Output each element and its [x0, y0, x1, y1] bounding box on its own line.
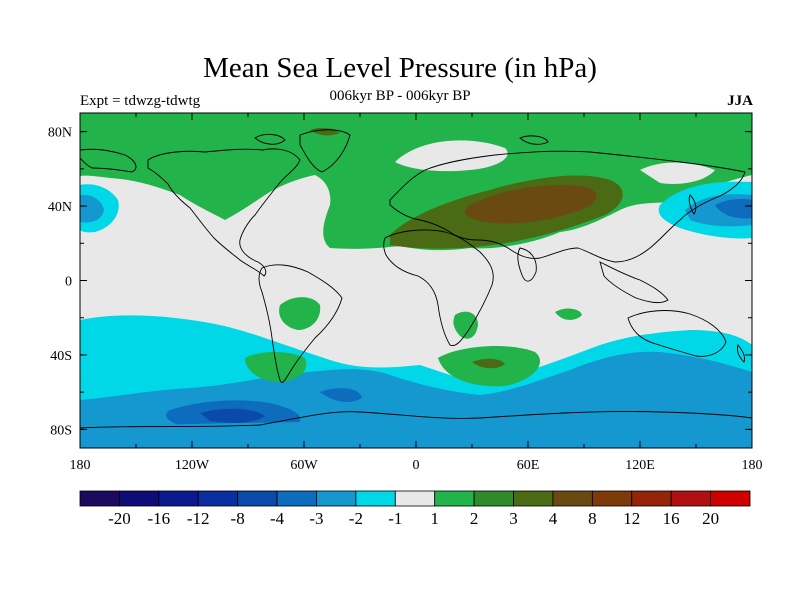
plot-title: Mean Sea Level Pressure (in hPa) [203, 52, 597, 84]
map-field [80, 113, 752, 448]
coast-alaska [80, 148, 137, 173]
coast-eurasia [389, 150, 746, 263]
colorbar-label: -20 [108, 509, 131, 528]
coast-india [517, 247, 537, 282]
east-siberia-gap [640, 162, 715, 184]
colorbar-label: 3 [509, 509, 518, 528]
central-asia-strong-region [465, 184, 597, 224]
x-tick-label: 180 [742, 458, 763, 473]
colorbar-label: 16 [663, 509, 680, 528]
colorbar-swatch [158, 490, 199, 507]
y-tick-label: 40S [50, 349, 72, 364]
colorbar-swatch [631, 490, 672, 507]
x-tick-label: 0 [413, 458, 420, 473]
experiment-label: Expt = tdwzg-tdwtg [80, 93, 201, 109]
colorbar-label: 2 [470, 509, 479, 528]
y-tick-label: 80N [48, 126, 72, 141]
patagonia-positive [245, 352, 307, 382]
south-america-positive [279, 297, 321, 330]
south-indian-green-blob [555, 308, 582, 320]
colorbar-swatch [237, 490, 278, 507]
colorbar-label: 12 [623, 509, 640, 528]
colorbar-label: -2 [349, 509, 363, 528]
colorbar-label: -16 [147, 509, 170, 528]
colorbar-swatch [513, 490, 554, 507]
coast-south-america [258, 264, 343, 383]
north-pacific-negative-east-core [80, 194, 104, 223]
colorbar-swatch [552, 490, 593, 507]
coast-southeast-asia [599, 261, 669, 304]
season-label: JJA [727, 93, 753, 109]
coast-north-america [147, 148, 301, 277]
colorbar-label: -1 [388, 509, 402, 528]
coast-australia [627, 310, 727, 357]
colorbar-label: -8 [231, 509, 245, 528]
colorbar-label: 8 [588, 509, 597, 528]
colorbar-label: 20 [702, 509, 719, 528]
southern-ocean-deep-2 [200, 408, 265, 423]
coast-new-zealand [737, 344, 745, 363]
y-tick-label: 40N [48, 200, 72, 215]
colorbar-swatch [473, 490, 514, 507]
colorbar-swatch [79, 490, 120, 507]
colorbar [79, 490, 751, 507]
x-tick-label: 180 [70, 458, 91, 473]
antarctic-band-blue [80, 410, 752, 448]
coast-africa [383, 229, 494, 347]
colorbar-label: -4 [270, 509, 285, 528]
coast-arctic-islands [254, 133, 549, 145]
coast-japan [688, 194, 697, 215]
colorbar-swatch [394, 490, 436, 507]
colorbar-swatch [197, 490, 239, 507]
colorbar-label: -3 [309, 509, 323, 528]
colorbar-swatch [710, 490, 751, 507]
y-tick-label: 0 [65, 275, 72, 290]
colorbar-labels: -20 -16 -12 -8 -4 -3 -2 -1 1 2 3 4 8 12 16 20 [108, 509, 719, 528]
arctic-neutral-gap [395, 140, 508, 172]
x-tick-label: 60W [290, 458, 318, 473]
coastlines [80, 129, 752, 429]
africa-positive [453, 311, 478, 339]
north-pacific-negative-west-deep [715, 198, 752, 219]
axis-ticks [79, 113, 753, 448]
coast-greenland [299, 129, 351, 173]
colorbar-swatch [591, 490, 633, 507]
colorbar-swatch [355, 490, 396, 507]
colorbar-swatch [670, 490, 711, 507]
coast-antarctica [80, 411, 752, 429]
x-tick-label: 60E [517, 458, 540, 473]
colorbar-swatch [316, 490, 357, 507]
axis-tick-labels: 180 120W 60W 0 60E 120E 180 80N 40N 0 40S 80S [48, 126, 763, 473]
south-atlantic-positive-core [472, 358, 505, 369]
colorbar-swatch [119, 490, 160, 507]
colorbar-label: 1 [430, 509, 439, 528]
colorbar-label: 4 [549, 509, 558, 528]
south-pacific-cyan-blob [120, 335, 180, 355]
colorbar-swatch [434, 490, 475, 507]
southern-ocean-deep-3 [320, 388, 362, 402]
x-tick-label: 120W [175, 458, 210, 473]
colorbar-swatch [276, 490, 317, 507]
period-label: 006kyr BP - 006kyr BP [329, 88, 471, 104]
x-tick-label: 120E [625, 458, 655, 473]
colorbar-label: -12 [187, 509, 210, 528]
y-tick-label: 80S [50, 423, 72, 438]
